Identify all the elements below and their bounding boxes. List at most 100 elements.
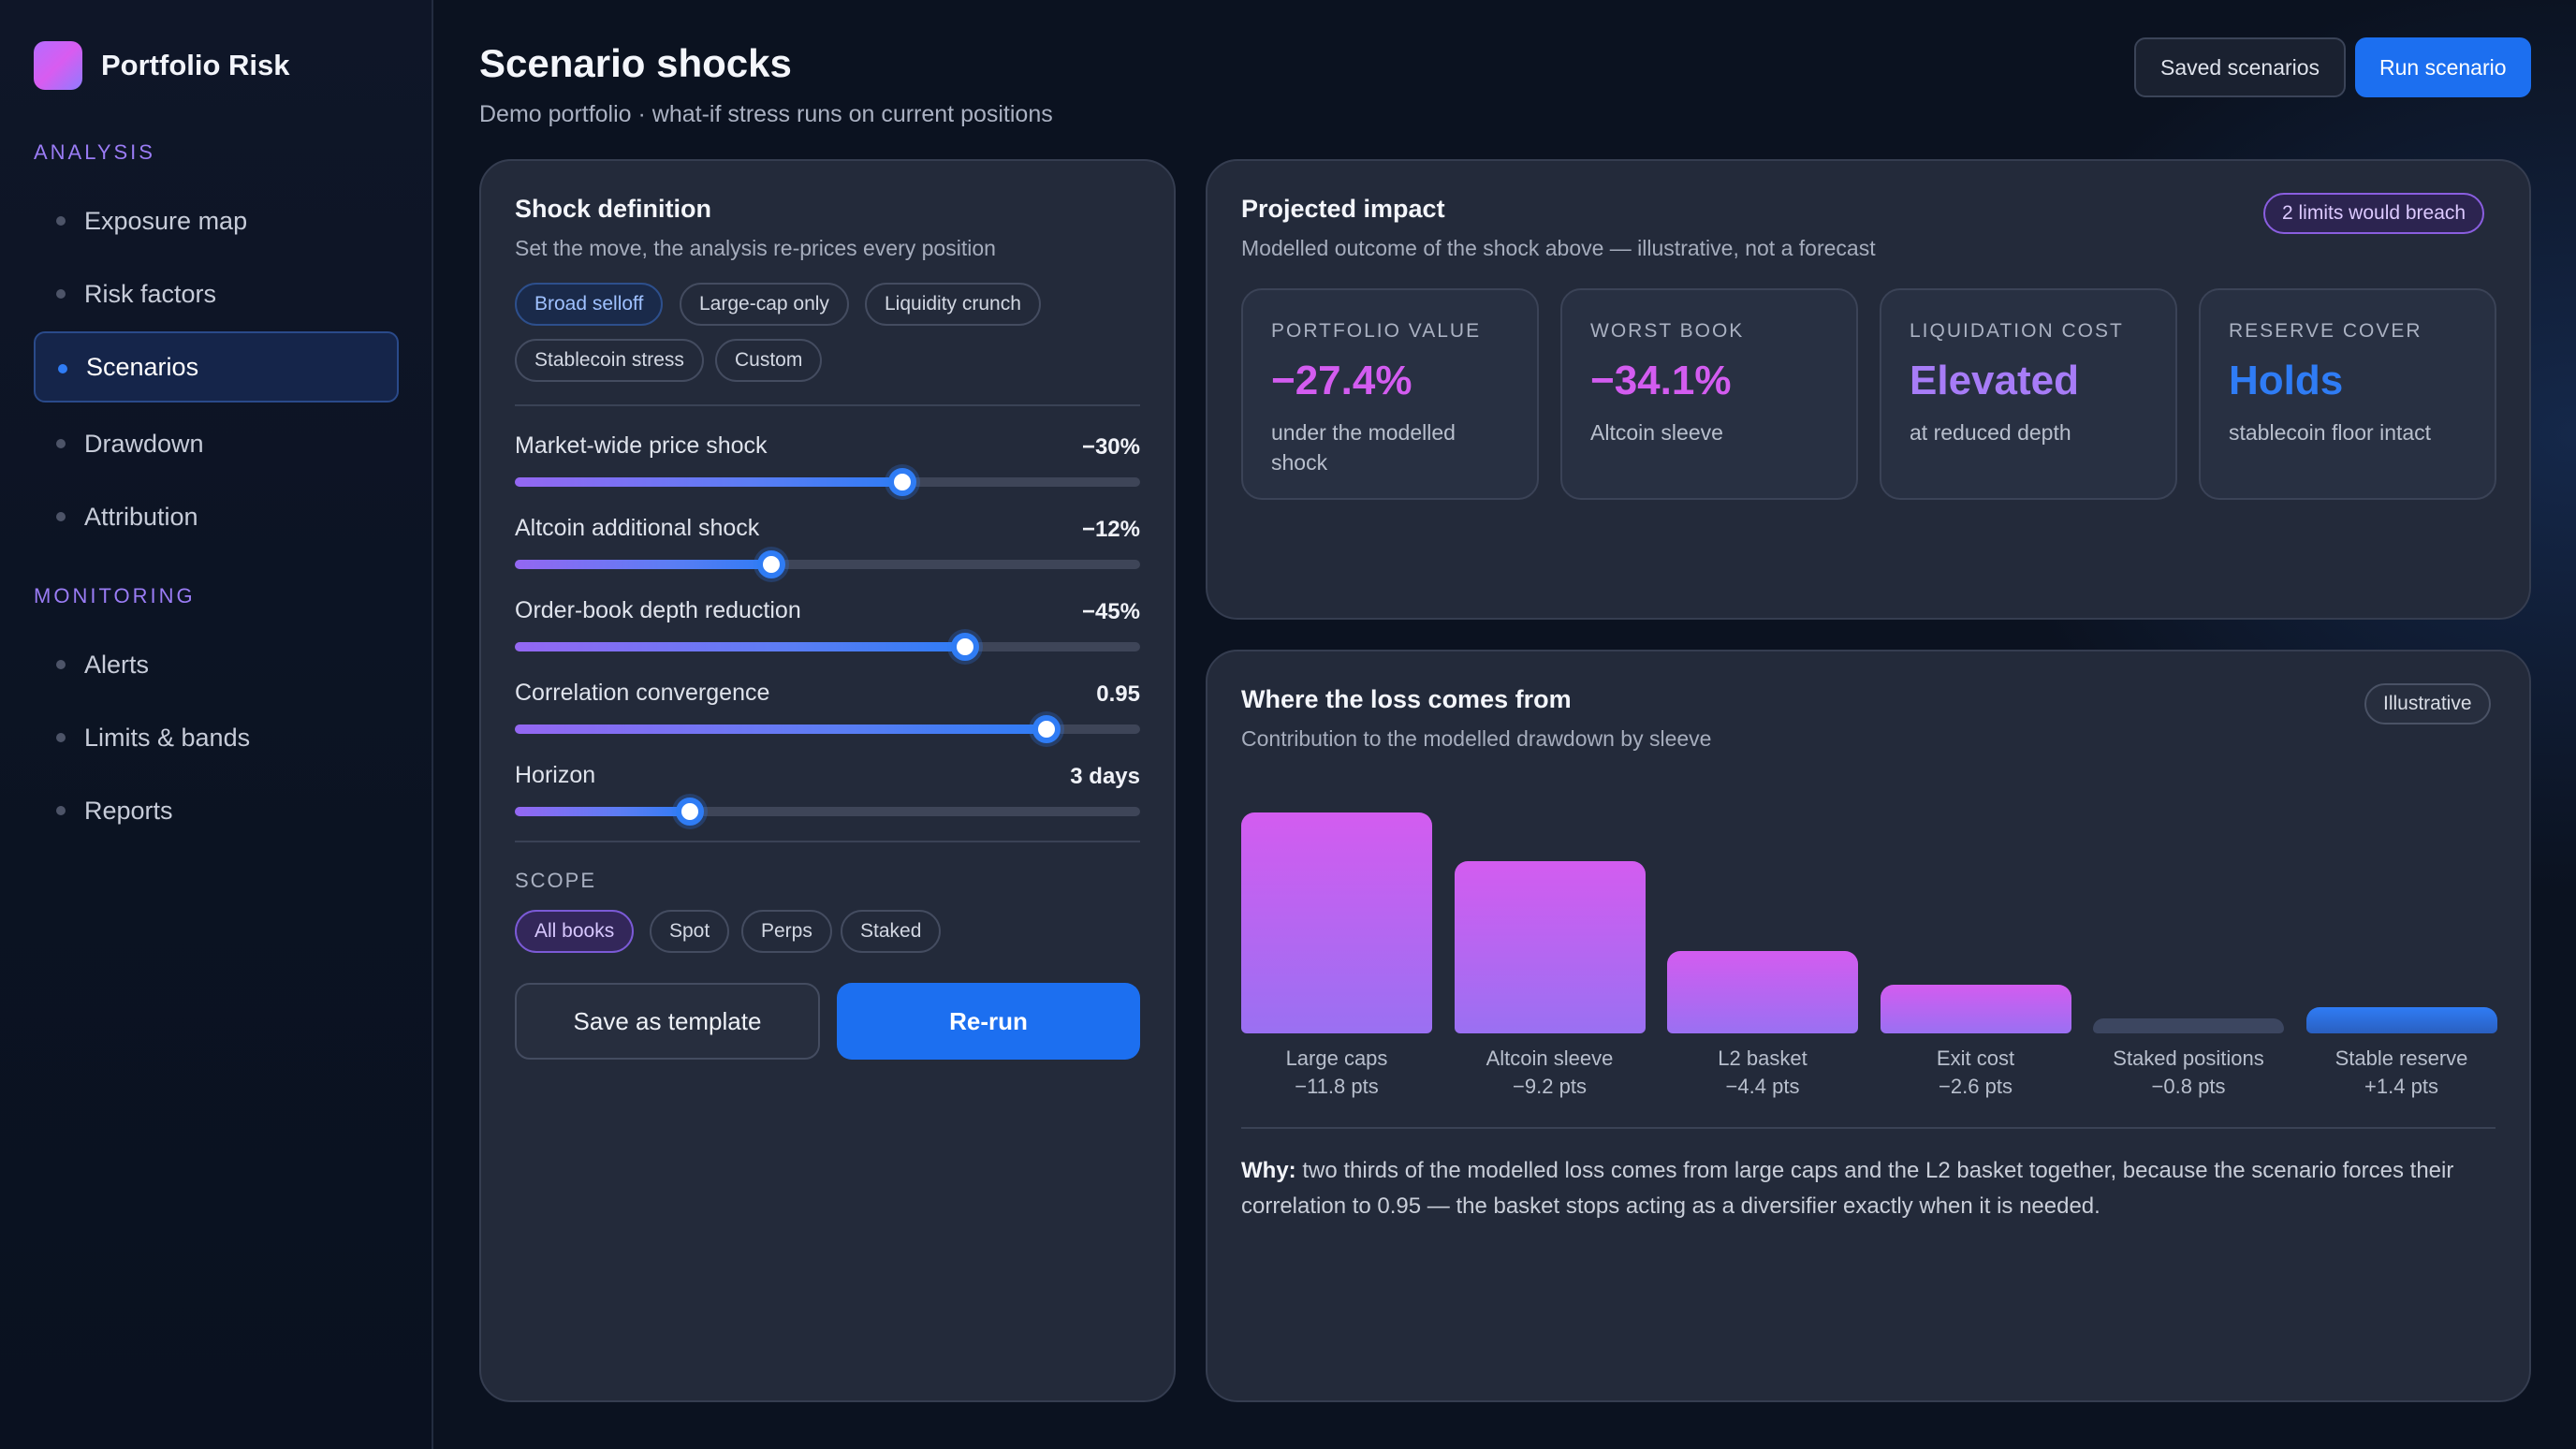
metric-desc: at reduced depth bbox=[1910, 420, 2071, 445]
slider-label-market-shock: Market-wide price shock bbox=[515, 432, 768, 459]
preset-chip-liquidity-crunch[interactable]: Liquidity crunch bbox=[865, 283, 1041, 326]
slider-market-shock[interactable] bbox=[515, 468, 1140, 496]
brand[interactable]: Portfolio Risk bbox=[34, 41, 290, 90]
slider-label-horizon: Horizon bbox=[515, 762, 596, 788]
slider-value-correlation: 0.95 bbox=[1096, 681, 1140, 707]
bar-category-label: Large caps bbox=[1285, 1046, 1388, 1070]
metric-desc: stablecoin floor intact bbox=[2229, 420, 2432, 445]
nav-item-risk-factors[interactable]: Risk factors bbox=[34, 258, 399, 329]
bar-exit-cost bbox=[1880, 985, 2071, 1033]
metric-desc: under the modelled shock bbox=[1271, 420, 1456, 475]
bar-value-label: −11.8 pts bbox=[1295, 1075, 1379, 1098]
bullet-icon bbox=[56, 806, 66, 815]
run-scenario-button[interactable]: Run scenario bbox=[2355, 37, 2531, 97]
slider-depth-reduction[interactable] bbox=[515, 633, 1140, 661]
metric-value: −34.1% bbox=[1590, 358, 1732, 403]
bullet-icon bbox=[56, 216, 66, 226]
bar-label: Exit cost −2.6 pts bbox=[1881, 1045, 2071, 1101]
bar-label: Large caps −11.8 pts bbox=[1241, 1045, 1432, 1101]
loss-contribution-title: Where the loss comes from bbox=[1241, 685, 1572, 713]
bar-value-label: −9.2 pts bbox=[1513, 1075, 1587, 1098]
slider-correlation[interactable] bbox=[515, 715, 1140, 743]
shock-definition-subtitle: Set the move, the analysis re-prices eve… bbox=[515, 236, 996, 260]
metric-liquidation-cost: LIQUIDATION COST Elevated at reduced dep… bbox=[1880, 288, 2177, 500]
metric-label: PORTFOLIO VALUE bbox=[1271, 320, 1482, 342]
metric-value: Elevated bbox=[1910, 358, 2079, 403]
slider-value-market-shock: −30% bbox=[1081, 434, 1140, 460]
bar-altcoin-sleeve bbox=[1454, 861, 1646, 1033]
slider-label-altcoin-shock: Altcoin additional shock bbox=[515, 515, 760, 541]
page-title: Scenario shocks bbox=[479, 41, 792, 85]
brand-logo-icon bbox=[34, 41, 82, 90]
slider-fill bbox=[515, 560, 771, 569]
projected-impact-subtitle: Modelled outcome of the shock above — il… bbox=[1241, 236, 1876, 260]
bar-large-caps bbox=[1241, 812, 1432, 1033]
bullet-icon bbox=[56, 439, 66, 448]
shock-definition-title: Shock definition bbox=[515, 195, 712, 223]
slider-fill bbox=[515, 642, 965, 651]
bar-l2-basket bbox=[1667, 951, 1858, 1033]
scope-chip-perps[interactable]: Perps bbox=[741, 910, 832, 953]
loss-contribution-subtitle: Contribution to the modelled drawdown by… bbox=[1241, 726, 1712, 751]
nav-item-reports[interactable]: Reports bbox=[34, 775, 399, 846]
slider-value-depth-reduction: −45% bbox=[1081, 599, 1140, 624]
bar-label: Stable reserve +1.4 pts bbox=[2306, 1045, 2497, 1101]
bullet-icon bbox=[56, 289, 66, 299]
nav-item-alerts[interactable]: Alerts bbox=[34, 629, 399, 700]
metric-label: RESERVE COVER bbox=[2229, 320, 2422, 342]
bar-category-label: Staked positions bbox=[2113, 1046, 2264, 1070]
slider-label-correlation: Correlation convergence bbox=[515, 680, 770, 706]
preset-chip-broad-selloff[interactable]: Broad selloff bbox=[515, 283, 664, 326]
bullet-icon bbox=[56, 733, 66, 742]
scope-chip-staked[interactable]: Staked bbox=[841, 910, 942, 953]
divider bbox=[1241, 1127, 2496, 1129]
bar-value-label: −2.6 pts bbox=[1939, 1075, 2012, 1098]
saved-scenarios-button[interactable]: Saved scenarios bbox=[2134, 37, 2347, 97]
shock-definition-card bbox=[479, 159, 1176, 1402]
nav-item-drawdown[interactable]: Drawdown bbox=[34, 408, 399, 479]
scope-label: SCOPE bbox=[515, 869, 597, 892]
bar-label: L2 basket −4.4 pts bbox=[1667, 1045, 1858, 1101]
nav-item-limits-bands[interactable]: Limits & bands bbox=[34, 702, 399, 773]
divider bbox=[515, 841, 1140, 842]
slider-thumb[interactable] bbox=[756, 550, 785, 578]
why-text: two thirds of the modelled loss comes fr… bbox=[1241, 1158, 2454, 1219]
bullet-icon bbox=[58, 364, 67, 373]
slider-horizon[interactable] bbox=[515, 798, 1140, 826]
nav-section-monitoring: MONITORING bbox=[34, 584, 196, 607]
bar-category-label: Altcoin sleeve bbox=[1486, 1046, 1614, 1070]
bullet-icon bbox=[56, 660, 66, 669]
page-subtitle: Demo portfolio · what-if stress runs on … bbox=[479, 101, 1053, 127]
preset-chip-large-cap-only[interactable]: Large-cap only bbox=[680, 283, 849, 326]
slider-thumb[interactable] bbox=[1032, 715, 1061, 743]
nav-item-exposure-map[interactable]: Exposure map bbox=[34, 185, 399, 256]
why-label: Why: bbox=[1241, 1158, 1296, 1183]
bar-category-label: L2 basket bbox=[1718, 1046, 1808, 1070]
bar-label: Altcoin sleeve −9.2 pts bbox=[1455, 1045, 1646, 1101]
save-template-button[interactable]: Save as template bbox=[515, 983, 820, 1060]
nav-item-scenarios[interactable]: Scenarios bbox=[34, 331, 399, 402]
rerun-button[interactable]: Re-run bbox=[837, 983, 1140, 1060]
slider-thumb[interactable] bbox=[950, 633, 979, 661]
slider-thumb[interactable] bbox=[888, 468, 917, 496]
slider-altcoin-shock[interactable] bbox=[515, 550, 1140, 578]
scope-chip-spot[interactable]: Spot bbox=[650, 910, 730, 953]
slider-value-altcoin-shock: −12% bbox=[1081, 517, 1140, 542]
projected-impact-title: Projected impact bbox=[1241, 195, 1445, 223]
preset-chip-stablecoin-stress[interactable]: Stablecoin stress bbox=[515, 339, 704, 382]
metric-desc: Altcoin sleeve bbox=[1590, 420, 1723, 445]
illustrative-badge: Illustrative bbox=[2364, 683, 2491, 724]
why-explanation: Why: two thirds of the modelled loss com… bbox=[1241, 1153, 2496, 1224]
limits-breach-badge: 2 limits would breach bbox=[2263, 193, 2485, 234]
nav-section-analysis: ANALYSIS bbox=[34, 140, 155, 164]
slider-thumb[interactable] bbox=[676, 798, 705, 826]
bullet-icon bbox=[56, 512, 66, 521]
bar-value-label: −4.4 pts bbox=[1725, 1075, 1800, 1098]
metric-value: −27.4% bbox=[1271, 358, 1412, 403]
bar-stable-reserve bbox=[2305, 1007, 2497, 1033]
metric-worst-book: WORST BOOK −34.1% Altcoin sleeve bbox=[1560, 288, 1858, 500]
bar-value-label: −0.8 pts bbox=[2151, 1075, 2226, 1098]
scope-chip-all-books[interactable]: All books bbox=[515, 910, 635, 953]
nav-item-attribution[interactable]: Attribution bbox=[34, 481, 399, 552]
preset-chip-custom[interactable]: Custom bbox=[715, 339, 823, 382]
